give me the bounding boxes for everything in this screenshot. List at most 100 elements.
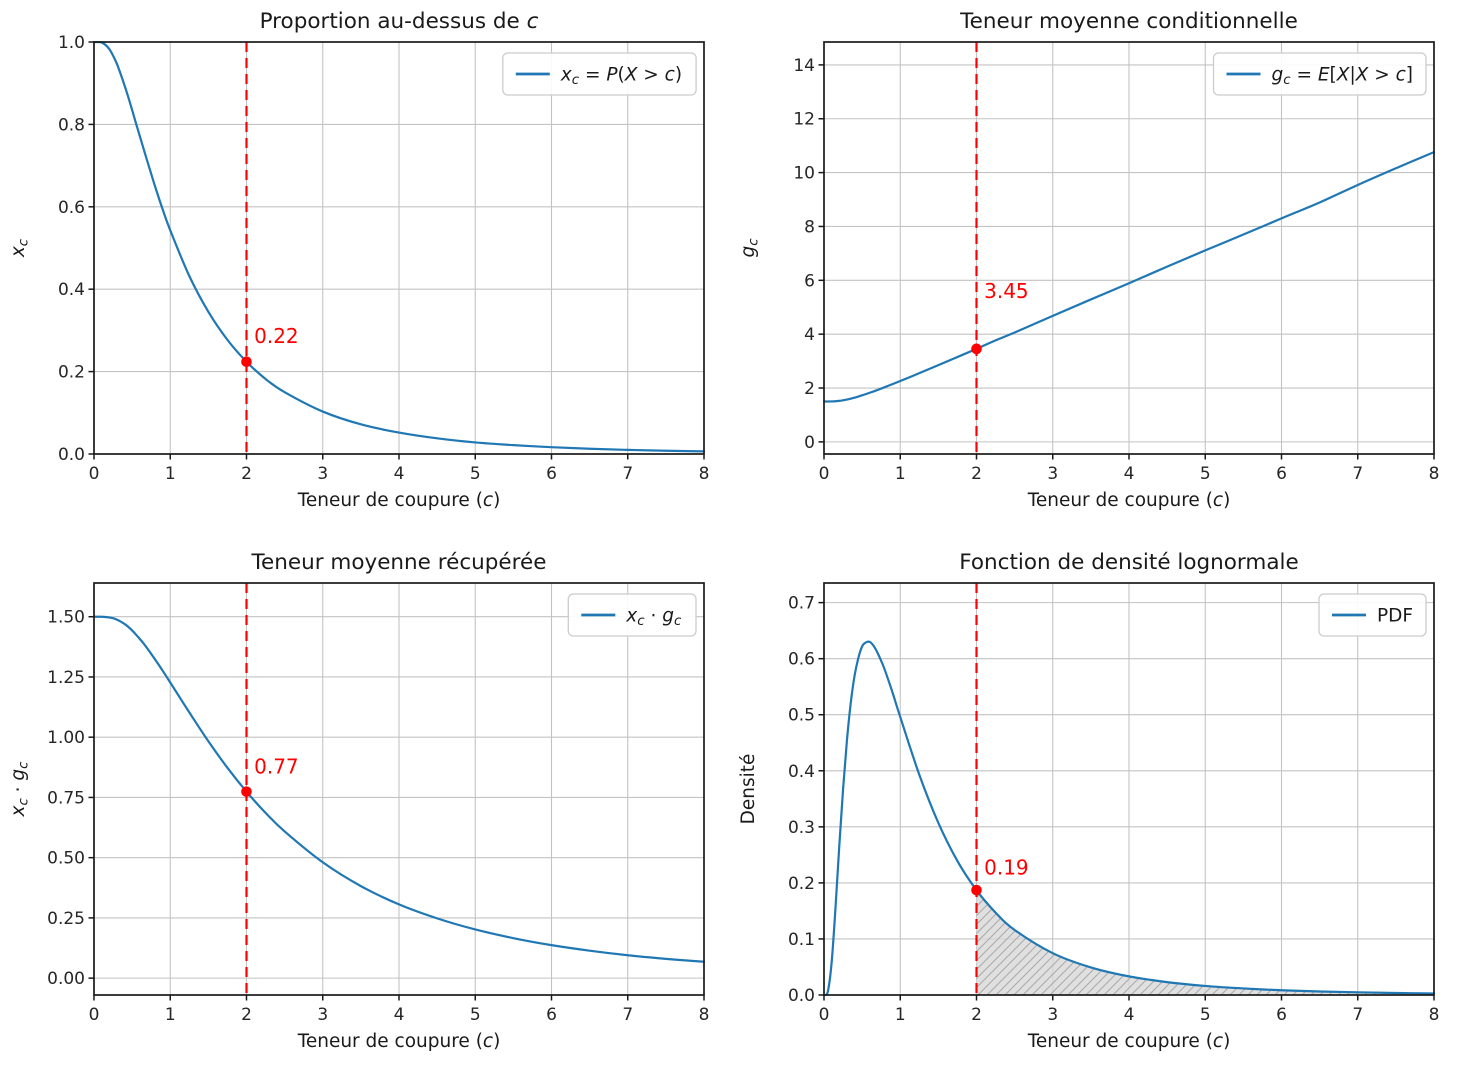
grid bbox=[823, 42, 1435, 454]
x-tick-label: 0 bbox=[89, 1005, 100, 1025]
x-tick-label: 2 bbox=[971, 1005, 982, 1025]
y-tick-label: 0.00 bbox=[47, 969, 85, 989]
cutoff-point bbox=[241, 786, 252, 797]
subplot-recovered-mean-grade: 0 1 2 3 4 5 6 7 8 0.00 0.25 0.50 0.75 1.00 1.25 1.50 0.7… bbox=[0, 541, 730, 1082]
x-tick-label: 0 bbox=[819, 1005, 830, 1025]
legend-label: xc ⋅ gc bbox=[625, 605, 682, 629]
x-tick-label: 7 bbox=[1352, 1005, 1363, 1025]
chart-title: Teneur moyenne conditionnelle bbox=[959, 9, 1298, 34]
x-tick-label: 2 bbox=[971, 464, 982, 484]
x-tick-label: 5 bbox=[470, 464, 481, 484]
chart-lognormal-density: 0 1 2 3 4 5 6 7 8 0.0 0.1 0.2 0.3 0.4 0.5 0.6 0.7 0.19 Fon… bbox=[738, 550, 1440, 1052]
ticks: 0 1 2 3 4 5 6 7 8 0.0 0.2 0.4 0.6 0.8 1.0 bbox=[58, 33, 709, 484]
x-axis-label: Teneur de coupure (c) bbox=[297, 490, 501, 511]
y-tick-label: 0.50 bbox=[47, 849, 85, 869]
x-tick-label: 0 bbox=[89, 464, 100, 484]
y-tick-label: 0.7 bbox=[788, 594, 815, 614]
x-tick-label: 2 bbox=[241, 464, 252, 484]
y-tick-label: 2 bbox=[804, 379, 815, 399]
subplot-lognormal-density: 0 1 2 3 4 5 6 7 8 0.0 0.1 0.2 0.3 0.4 0.5 0.6 0.7 0.19 Fon… bbox=[730, 541, 1460, 1082]
x-tick-label: 1 bbox=[165, 1005, 176, 1025]
y-tick-label: 1.25 bbox=[47, 668, 85, 688]
y-tick-label: 1.50 bbox=[47, 608, 85, 628]
legend: gc = E[X|X > c] bbox=[1212, 52, 1427, 96]
x-axis-label: Teneur de coupure (c) bbox=[1027, 1031, 1231, 1052]
y-tick-label: 0.2 bbox=[58, 363, 85, 383]
tail-hatch-pattern bbox=[976, 890, 1434, 995]
chart-title: Proportion au-dessus de c bbox=[260, 9, 539, 34]
y-tick-label: 0.75 bbox=[47, 788, 85, 808]
grid bbox=[823, 583, 1435, 996]
x-tick-label: 1 bbox=[165, 464, 176, 484]
cutoff-annotation: 0.19 bbox=[984, 855, 1029, 879]
y-tick-label: 0.2 bbox=[788, 874, 815, 894]
legend-label: xc = P(X > c) bbox=[560, 64, 682, 88]
x-tick-label: 3 bbox=[1047, 464, 1058, 484]
x-tick-label: 3 bbox=[1047, 1005, 1058, 1025]
curve-recovered-mean-grade bbox=[93, 615, 705, 963]
cutoff-point bbox=[971, 884, 982, 896]
x-tick-label: 5 bbox=[470, 1005, 481, 1025]
y-tick-label: 6 bbox=[804, 271, 815, 291]
y-tick-label: 8 bbox=[804, 217, 815, 237]
x-tick-label: 5 bbox=[1200, 1005, 1211, 1025]
x-tick-label: 3 bbox=[317, 464, 328, 484]
y-tick-label: 0.3 bbox=[788, 818, 815, 838]
legend: PDF bbox=[1318, 593, 1427, 637]
x-tick-label: 4 bbox=[1124, 1005, 1135, 1025]
y-tick-label: 0.6 bbox=[58, 198, 85, 218]
x-tick-label: 8 bbox=[699, 1005, 710, 1025]
x-tick-label: 7 bbox=[622, 464, 633, 484]
chart-title: Fonction de densité lognormale bbox=[959, 550, 1298, 575]
legend: xc ⋅ gc bbox=[567, 593, 697, 637]
curve-lognormal-density bbox=[823, 640, 1435, 996]
chart-title: Teneur moyenne récupérée bbox=[251, 550, 547, 575]
x-tick-label: 8 bbox=[1429, 1005, 1440, 1025]
y-tick-label: 0.5 bbox=[788, 706, 815, 726]
y-tick-label: 0.0 bbox=[58, 445, 85, 465]
cutoff-annotation: 0.77 bbox=[254, 754, 299, 778]
legend-box bbox=[502, 52, 697, 96]
legend-box bbox=[1212, 52, 1427, 96]
y-tick-label: 10 bbox=[793, 164, 815, 184]
cutoff-annotation: 0.22 bbox=[254, 324, 299, 348]
x-tick-label: 2 bbox=[241, 1005, 252, 1025]
y-tick-label: 0.6 bbox=[788, 650, 815, 670]
subplot-proportion-above-c: 0 1 2 3 4 5 6 7 8 0.0 0.2 0.4 0.6 0.8 1.0 0.22 Proportio… bbox=[0, 0, 730, 541]
y-tick-label: 0.1 bbox=[788, 930, 815, 950]
grid bbox=[93, 583, 705, 995]
ticks: 0 1 2 3 4 5 6 7 8 0.00 0.25 0.50 0.75 1.00 1.25 1.50 bbox=[47, 608, 709, 1025]
y-tick-label: 14 bbox=[793, 56, 815, 76]
y-axis-label: gc bbox=[738, 238, 762, 258]
y-axis-label: Densité bbox=[738, 754, 759, 825]
y-tick-label: 1.0 bbox=[58, 33, 85, 53]
x-tick-label: 6 bbox=[546, 464, 557, 484]
legend: xc = P(X > c) bbox=[502, 52, 697, 96]
legend-box bbox=[567, 593, 697, 637]
x-tick-label: 4 bbox=[1124, 464, 1135, 484]
x-tick-label: 6 bbox=[1276, 464, 1287, 484]
x-axis-label: Teneur de coupure (c) bbox=[1027, 490, 1231, 511]
cutoff-point bbox=[241, 356, 252, 368]
legend-label: PDF bbox=[1377, 605, 1413, 626]
x-tick-label: 3 bbox=[317, 1005, 328, 1025]
x-tick-label: 7 bbox=[1352, 464, 1363, 484]
x-tick-label: 1 bbox=[895, 464, 906, 484]
curve-proportion-above-c bbox=[93, 41, 705, 453]
subplot-conditional-mean-grade: 0 1 2 3 4 5 6 7 8 0 2 4 6 8 10 12 14 3.45 Teneur moyenne c… bbox=[730, 0, 1460, 541]
x-tick-label: 0 bbox=[819, 464, 830, 484]
legend-label: gc = E[X|X > c] bbox=[1272, 64, 1414, 88]
y-tick-label: 1.00 bbox=[47, 728, 85, 748]
x-tick-label: 7 bbox=[622, 1005, 633, 1025]
x-tick-label: 4 bbox=[394, 464, 405, 484]
y-axis-label: xc bbox=[8, 238, 32, 258]
cutoff-annotation: 3.45 bbox=[984, 279, 1029, 303]
y-tick-label: 0.4 bbox=[788, 762, 815, 782]
y-tick-label: 0.25 bbox=[47, 909, 85, 929]
y-axis-label: xc ⋅ gc bbox=[8, 761, 32, 818]
grid bbox=[93, 41, 705, 455]
y-tick-label: 4 bbox=[804, 325, 815, 345]
